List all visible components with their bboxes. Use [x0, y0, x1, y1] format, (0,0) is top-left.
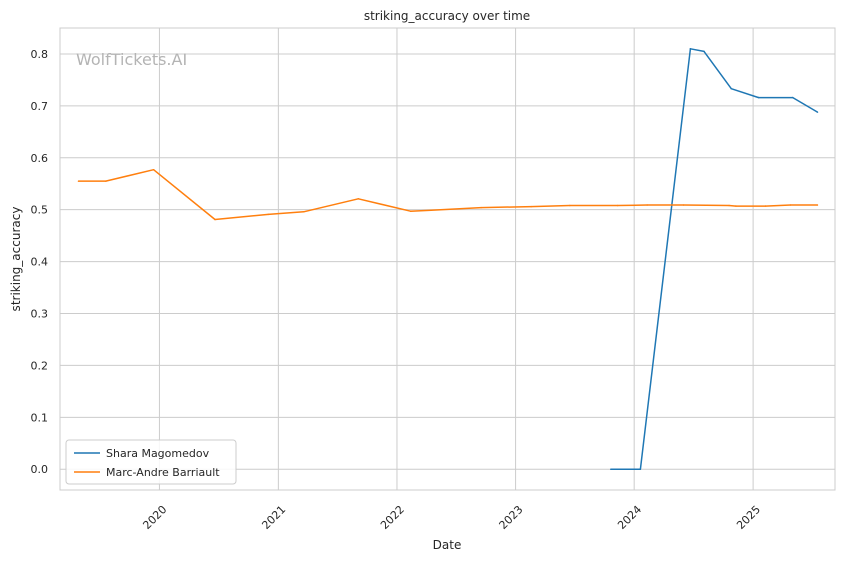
series-0-point-0	[610, 468, 612, 470]
series-1-point-19	[816, 204, 819, 206]
series-0-point-1	[639, 468, 642, 470]
legend-label-barriault: Marc-Andre Barriault	[106, 466, 220, 479]
series-0-point-4	[730, 87, 733, 90]
series-1-point-7	[409, 210, 412, 212]
series-1-point-9	[480, 206, 482, 209]
series-1-point-16	[735, 205, 737, 207]
x-axis-label: Date	[433, 538, 462, 552]
series-1-point-15	[728, 204, 730, 207]
y-tick-label: 0.0	[31, 463, 49, 476]
series-1-point-8	[430, 209, 432, 211]
series-1-point-18	[789, 204, 792, 206]
series-1-point-5	[302, 211, 305, 213]
grid	[60, 28, 835, 490]
y-tick-label: 0.8	[31, 48, 49, 61]
series-1-point-14	[682, 204, 685, 206]
y-tick-label: 0.5	[31, 204, 49, 217]
series-line-0	[610, 48, 818, 470]
y-tick-label: 0.2	[31, 359, 49, 372]
y-axis-label: striking_accuracy	[9, 207, 23, 312]
series-line-1	[78, 168, 818, 221]
series-0-point-5	[757, 96, 760, 99]
y-tick-label: 0.6	[31, 152, 49, 165]
series-0-point-6	[792, 96, 794, 99]
legend: Shara Magomedov Marc-Andre Barriault	[65, 439, 237, 485]
series-1-point-17	[764, 205, 767, 207]
series-1-point-12	[616, 204, 619, 207]
series-1-point-0	[77, 180, 80, 182]
y-tick-label: 0.1	[31, 411, 49, 424]
series-1-point-6	[357, 198, 360, 200]
series-0-point-7	[816, 111, 819, 113]
series-0-point-2	[689, 48, 692, 50]
chart-title: striking_accuracy over time	[364, 9, 530, 23]
watermark: WolfTickets.AI	[76, 50, 187, 69]
legend-box	[65, 439, 237, 485]
series-1-point-4	[267, 213, 270, 216]
plot-frame	[59, 27, 836, 491]
series-1-point-3	[214, 218, 216, 221]
series-1-point-11	[569, 204, 571, 207]
y-tick-labels: 0.0 0.1 0.2 0.3 0.4 0.5 0.6 0.7 0.8	[31, 48, 49, 476]
series-group	[77, 48, 819, 470]
series-1-point-2	[152, 168, 155, 171]
series-0-point-3	[703, 50, 705, 53]
series-1-point-10	[530, 205, 532, 208]
series-1-point-13	[646, 204, 648, 206]
series-1-point-1	[105, 180, 107, 182]
legend-label-shara: Shara Magomedov	[106, 447, 210, 460]
y-tick-label: 0.7	[31, 100, 49, 113]
y-tick-label: 0.4	[31, 256, 49, 269]
y-tick-label: 0.3	[31, 308, 49, 321]
